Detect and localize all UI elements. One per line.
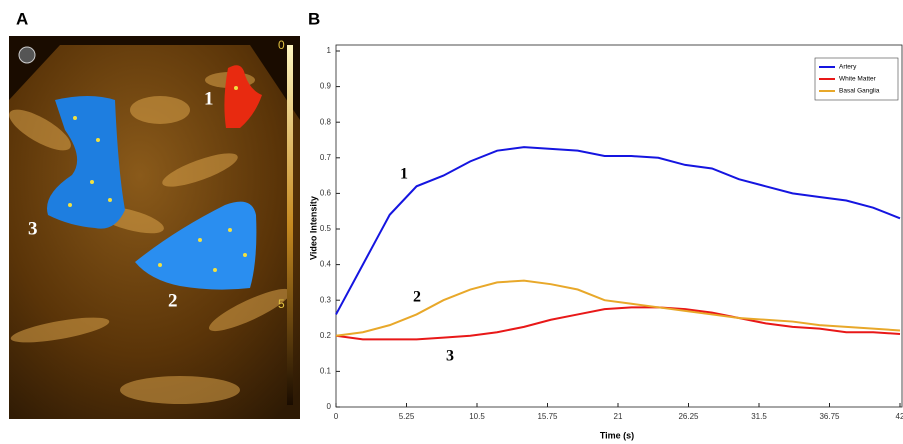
x-axis-label: Time (s) [600,430,634,440]
roi-label: 2 [168,290,178,311]
y-tick-label: 0 [327,402,332,411]
roi-basal-ganglia [47,96,125,229]
roi-artery [224,65,262,128]
roi-label: 1 [204,88,214,109]
series-line [335,279,901,337]
y-tick-label: 0.8 [320,117,332,126]
x-tick-label: 0 [334,412,339,421]
color-scale [287,45,293,405]
roi-white-matter [135,201,257,290]
x-tick-label: 15.75 [537,412,558,421]
roi-label: 3 [28,218,38,239]
y-tick-label: 0.7 [320,153,332,162]
series-line [335,146,901,315]
y-tick-label: 1 [327,46,332,55]
y-tick-label: 0.9 [320,82,332,91]
legend-label: Artery [839,64,857,71]
curve-label: 1 [400,166,408,183]
legend-label: White Matter [839,76,877,83]
x-tick-label: 42 [896,412,903,421]
scale-label: 0 [278,38,285,52]
y-tick-label: 0.2 [320,331,332,340]
y-tick-label: 0.3 [320,295,332,304]
y-tick-label: 0.4 [320,260,332,269]
scale-label: 5 [278,297,285,311]
x-tick-label: 36.75 [819,412,840,421]
panel-label: A [16,9,28,28]
y-tick-label: 0.5 [320,224,332,233]
x-tick-label: 26.25 [678,412,699,421]
x-tick-label: 31.5 [751,412,767,421]
plot-area [335,44,903,408]
curve-label: 2 [413,289,421,306]
x-tick-label: 5.25 [399,412,415,421]
roi-speckles [68,86,247,272]
legend-label: Basal Ganglia [839,88,880,95]
curve-label: 3 [446,348,454,365]
y-tick-label: 0.1 [320,367,332,376]
y-axis-label: Video Intensity [308,196,318,260]
panel-label: B [308,9,320,28]
x-tick-label: 21 [614,412,623,421]
logo [18,46,36,64]
x-tick-label: 10.5 [469,412,485,421]
y-tick-label: 0.6 [320,189,332,198]
series-line [335,306,901,341]
